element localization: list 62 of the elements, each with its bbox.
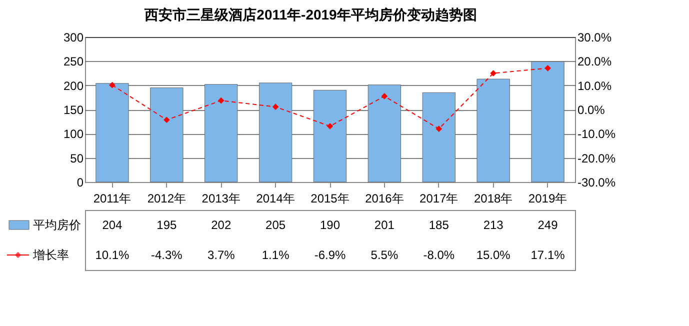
y-tick-label: 250: [63, 54, 84, 69]
data-label: 10.1%: [95, 248, 130, 262]
data-label: 190: [320, 218, 340, 232]
legend-label: 增长率: [32, 248, 69, 262]
data-label: 213: [483, 218, 504, 232]
x-tick-label: 2012年: [147, 192, 186, 206]
x-tick-label: 2015年: [310, 192, 350, 206]
x-tick-label: 2017年: [420, 192, 458, 206]
y-tick-label: 50: [70, 151, 84, 166]
data-label: 202: [211, 218, 232, 232]
bar: [368, 84, 402, 182]
point: [272, 104, 279, 110]
data-label: -4.3%: [150, 248, 183, 262]
y2-tick-label: -20.0%: [578, 151, 616, 166]
y-tick-label: 200: [63, 78, 84, 93]
data-label: 5.5%: [370, 248, 398, 262]
bar: [150, 88, 184, 182]
y-tick-label: 300: [63, 30, 84, 44]
legend-label: 平均房价: [33, 218, 81, 232]
x-tick-label: 2011年: [93, 192, 132, 206]
data-label: 1.1%: [262, 248, 290, 262]
bar: [531, 61, 564, 182]
y2-tick-label: 20.0%: [578, 54, 612, 69]
point: [381, 93, 388, 100]
point: [490, 70, 496, 76]
bar: [422, 92, 456, 182]
data-label: 205: [266, 218, 286, 232]
y2-tick-label: -30.0%: [578, 176, 616, 190]
chart-title: 西安市三星级酒店2011年-2019年平均房价变动趋势图: [144, 6, 477, 22]
bar: [204, 84, 238, 182]
y-tick-label: 0: [76, 176, 84, 190]
bar: [313, 90, 347, 182]
x-tick-label: 2019年: [528, 192, 568, 206]
point: [326, 123, 334, 130]
bar: [476, 78, 510, 182]
data-label: 17.1%: [530, 248, 566, 262]
x-tick-label: 2014年: [256, 192, 295, 206]
data-label: 204: [102, 218, 123, 232]
y2-tick-label: -10.0%: [578, 127, 616, 142]
data-label: 185: [428, 218, 450, 232]
data-label: 15.0%: [476, 248, 511, 262]
data-label: 249: [538, 218, 558, 232]
x-tick-label: 2013年: [202, 192, 240, 206]
point: [436, 126, 442, 132]
bar: [96, 83, 129, 182]
point: [218, 97, 224, 104]
point: [544, 65, 551, 72]
point: [164, 116, 170, 124]
data-label: -8.0%: [423, 248, 455, 262]
data-label: 3.7%: [207, 248, 236, 262]
y2-tick-label: 30.0%: [578, 30, 612, 44]
x-tick-label: 2018年: [474, 192, 513, 206]
data-label: -6.9%: [314, 248, 346, 262]
y2-tick-label: 10.0%: [578, 78, 612, 93]
data-label: 195: [156, 218, 177, 232]
point: [109, 82, 116, 88]
x-tick-label: 2016年: [365, 192, 404, 206]
bar: [258, 82, 292, 182]
y-tick-label: 150: [63, 103, 84, 117]
y-tick-label: 100: [63, 127, 84, 142]
data-label: 201: [374, 218, 395, 232]
y2-tick-label: 0.0%: [578, 103, 606, 117]
